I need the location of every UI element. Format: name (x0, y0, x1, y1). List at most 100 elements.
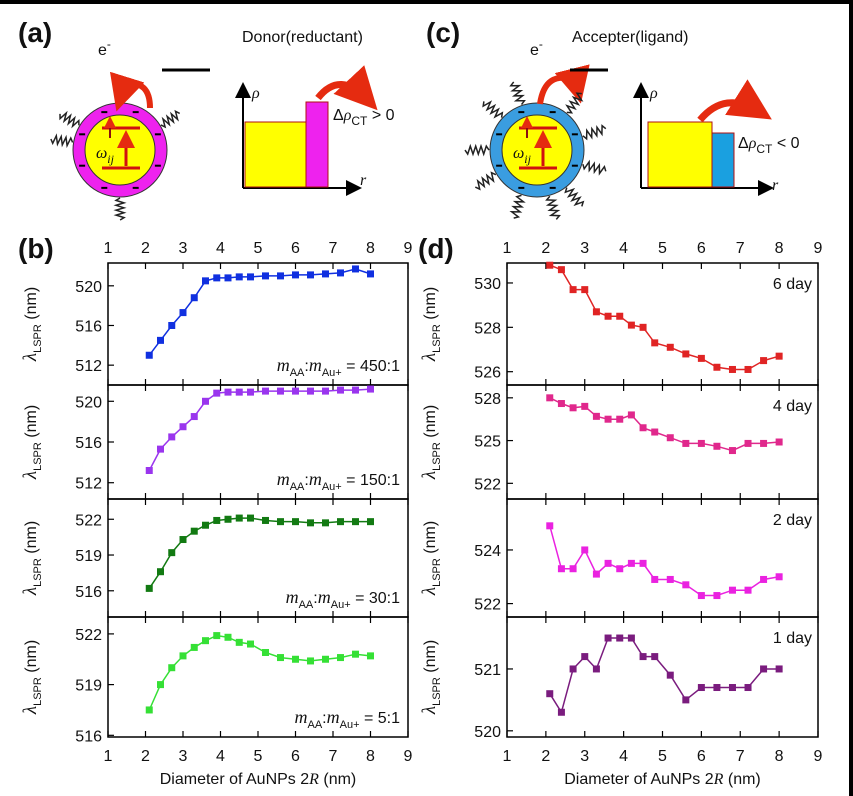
marker (728, 365, 736, 373)
ligand (582, 124, 607, 141)
marker (651, 653, 659, 661)
y-axis-label-part: λ (419, 587, 440, 596)
ligand (565, 92, 584, 114)
marker (651, 428, 659, 436)
marker (744, 365, 752, 373)
series-line (549, 637, 780, 715)
panel-label: (c) (426, 17, 460, 48)
x-tick-label: 7 (736, 748, 745, 765)
x-tick-label: 1 (503, 240, 512, 257)
marker (247, 388, 254, 396)
y-axis-label-part: LSPR (32, 677, 44, 706)
marker (367, 518, 374, 526)
marker (179, 309, 187, 317)
axis-label: ρ (251, 85, 260, 102)
marker (352, 265, 359, 273)
marker (168, 433, 176, 441)
marker (627, 634, 635, 642)
y-tick-label: 530 (474, 276, 501, 293)
marker (352, 386, 359, 394)
annotation: 1 day (773, 630, 812, 647)
x-axis-label-part: R (713, 771, 724, 788)
x-axis-label-part: (nm) (319, 771, 356, 788)
marker (224, 274, 232, 282)
y-tick-label: 522 (474, 597, 501, 614)
x-tick-label: 5 (254, 240, 263, 257)
ligand (582, 159, 607, 176)
marker (337, 654, 344, 662)
diagram-title: Accepter(ligand) (572, 29, 689, 46)
x-tick-label: 8 (775, 240, 784, 257)
annotation-part: Au+ (322, 481, 342, 493)
marker (581, 546, 589, 554)
marker (744, 684, 752, 692)
marker (247, 273, 254, 281)
marker (179, 423, 187, 431)
marker (639, 323, 647, 331)
y-axis-label-part: LSPR (32, 442, 44, 471)
marker (190, 413, 198, 421)
marker (322, 655, 329, 663)
y-axis-label: λLSPR (nm) (20, 287, 44, 362)
y-tick-label: 516 (75, 318, 102, 335)
electron: e- (98, 37, 111, 59)
marker (337, 269, 344, 277)
x-tick-label: 5 (658, 240, 667, 257)
y-tick-label: 512 (75, 476, 102, 493)
marker (546, 261, 554, 269)
transition-label: ωij (96, 145, 115, 166)
ct-label: ΔρCT > 0 (333, 107, 395, 128)
marker (292, 655, 299, 663)
x-tick-label: 6 (291, 748, 300, 765)
shell-density (305, 101, 329, 188)
y-axis-label-part: (nm) (23, 521, 40, 558)
marker (292, 518, 299, 526)
marker (682, 439, 690, 447)
ligand (59, 110, 80, 129)
marker (682, 581, 690, 589)
x-tick-label: 6 (291, 240, 300, 257)
x-tick-label: 5 (658, 748, 667, 765)
marker (760, 575, 768, 583)
marker (697, 354, 705, 362)
y-tick-label: 519 (75, 678, 102, 695)
marker (557, 565, 565, 573)
y-tick-label: 520 (474, 724, 501, 741)
axis-label: r (772, 177, 779, 194)
marker (592, 570, 600, 578)
marker (666, 343, 674, 351)
marker (179, 652, 187, 660)
marker (728, 586, 736, 594)
marker (627, 321, 635, 329)
series-line (148, 634, 371, 711)
marker (157, 568, 164, 576)
frame-right (849, 0, 853, 796)
marker (235, 638, 243, 646)
marker (775, 352, 783, 360)
y-axis-label-part: λ (419, 471, 440, 480)
marker (367, 385, 374, 393)
y-axis-label-part: (nm) (23, 405, 40, 442)
marker (145, 706, 153, 714)
marker (592, 665, 600, 673)
annotation: mAA:mAu+ = 30:1 (286, 587, 401, 611)
marker (728, 447, 736, 455)
annotation-part: m (318, 587, 331, 607)
marker (292, 271, 299, 279)
marker (760, 357, 768, 365)
series-line (549, 525, 780, 597)
shell-density (711, 132, 735, 188)
x-axis-label-part: Diameter of AuNPs 2 (160, 771, 310, 788)
ligand (160, 109, 181, 129)
marker (224, 388, 232, 396)
marker (546, 522, 554, 530)
annotation: 6 day (773, 276, 812, 293)
y-tick-label: 512 (75, 358, 102, 375)
y-axis-label-part: λ (20, 353, 41, 362)
y-tick-label: 520 (75, 394, 102, 411)
y-axis-label: λLSPR (nm) (20, 640, 44, 715)
x-tick-label: 2 (141, 748, 150, 765)
ligand (564, 187, 585, 207)
marker (744, 439, 752, 447)
x-tick-label: 4 (216, 240, 225, 257)
